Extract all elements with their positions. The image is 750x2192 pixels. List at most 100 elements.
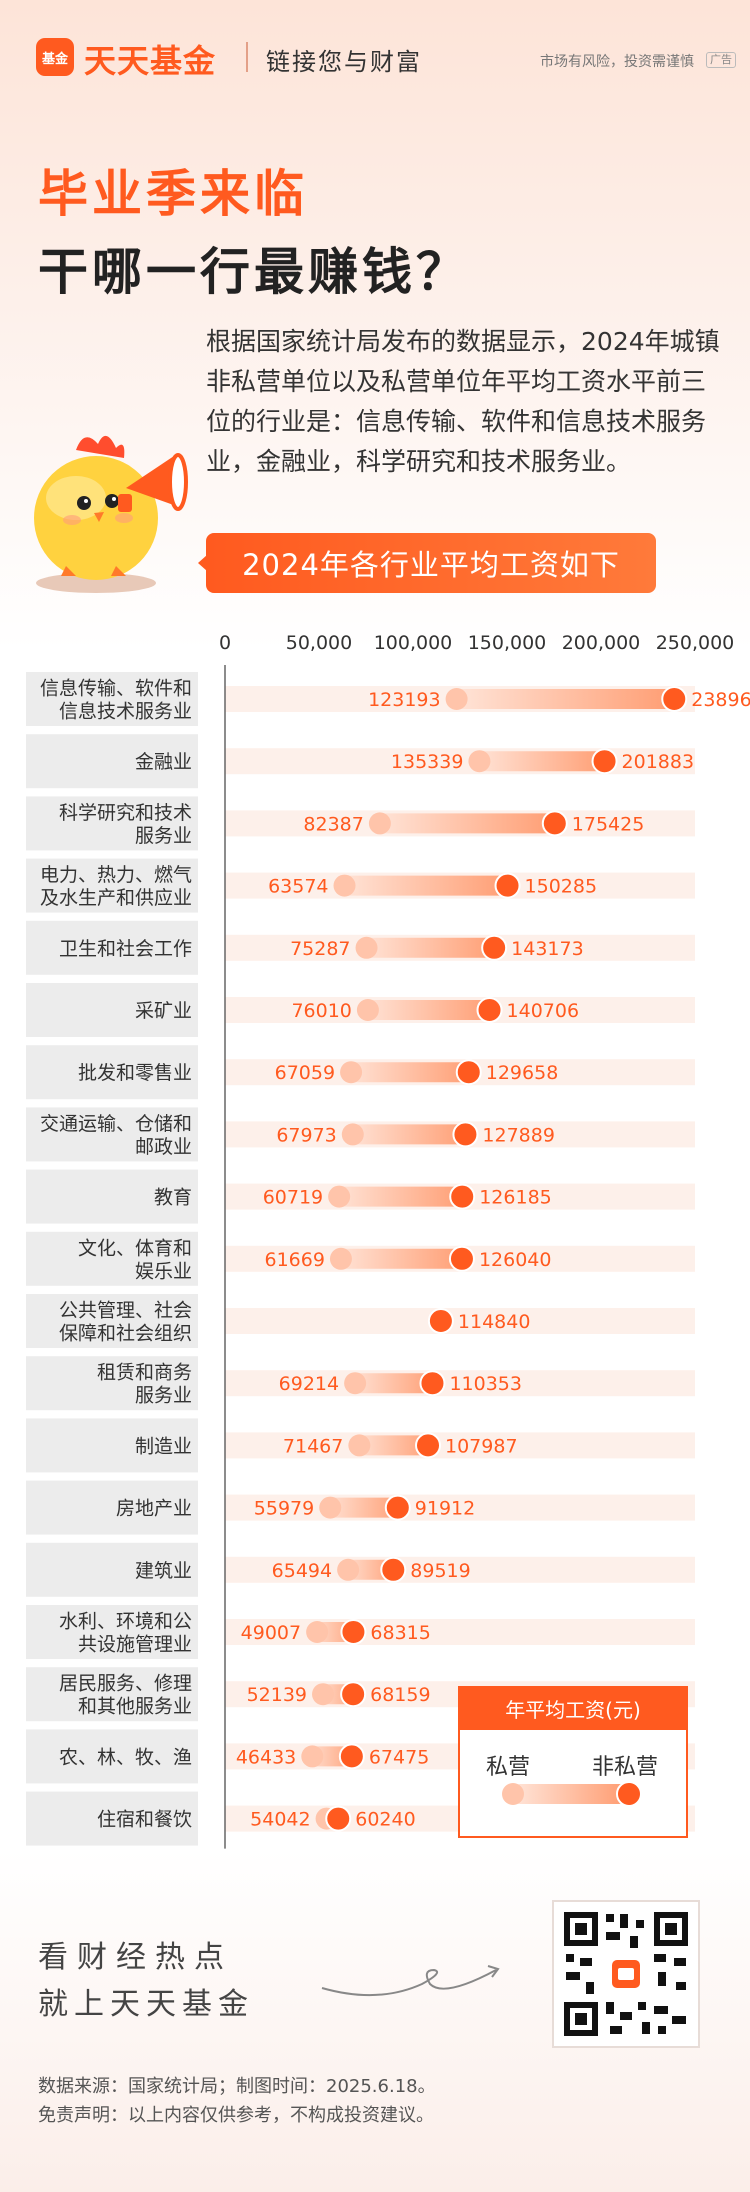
private-value-label: 67973 [276,1124,336,1146]
private-value-label: 55979 [254,1498,314,1520]
risk-note: 市场有风险，投资需谨慎 [540,54,694,70]
private-dot [306,1621,329,1643]
category-label: 共设施管理业 [78,1634,192,1656]
brand-slogan: 链接您与财富 [266,48,422,76]
category-label: 科学研究和技术 [59,802,192,824]
non-private-dot [325,1805,352,1832]
category-label: 制造业 [135,1435,192,1457]
non-private-value-label: 150285 [525,876,598,898]
non-private-dot [476,997,503,1023]
legend-title: 年平均工资(元) [458,1686,688,1730]
private-dot [340,1061,363,1084]
private-value-label: 67059 [275,1062,335,1084]
category-label-band [26,1418,198,1473]
non-private-dot [448,1245,475,1272]
private-value-label: 60719 [263,1187,323,1209]
private-dot [344,1372,367,1395]
x-tick-label: 0 [219,632,231,654]
range-segment [334,875,518,896]
non-private-value-label: 126185 [479,1187,552,1209]
non-private-dot [427,1308,454,1334]
legend-dumbbell-sample [502,1781,642,1807]
private-dot [468,750,491,773]
range-segment [329,1186,473,1207]
category-label-band [26,1294,198,1348]
category-label-band [26,1480,198,1535]
legend-private-label: 私营 [486,1755,531,1780]
non-private-value-label: 67475 [369,1746,429,1768]
non-private-value-label: 201883 [622,751,695,773]
category-label: 及水生产和供应业 [40,887,192,909]
brand-divider [246,42,248,72]
page-title-line2: 干哪一行最赚钱？ [38,243,470,301]
private-value-label: 82387 [303,813,363,835]
non-private-value-label: 60240 [355,1809,415,1831]
private-value-label: 75287 [290,938,350,960]
private-dot [341,1123,364,1146]
category-label: 保障和社会组织 [59,1323,192,1345]
data-source-note: 数据来源：国家统计局；制图时间：2025.6.18。 [38,2076,436,2097]
non-private-dot [481,934,508,961]
category-label-band [26,858,198,913]
non-private-dot [455,1059,482,1086]
private-dot [329,1247,352,1270]
category-label: 租赁和商务 [97,1362,192,1384]
non-private-dot [384,1494,411,1521]
category-label-band [26,672,198,726]
brand-name: 天天基金 [84,42,217,80]
non-private-value-label: 129658 [486,1062,559,1084]
ad-badge: 广告 [706,52,736,68]
swoosh-arrow-icon [321,1965,500,1997]
disclaimer: 免责声明：以上内容仅供参考，不构成投资建议。 [38,2105,434,2126]
category-label: 娱乐业 [135,1260,192,1282]
row-band [225,1619,695,1645]
non-private-value-label: 110353 [449,1373,522,1395]
category-label: 卫生和社会工作 [59,938,192,960]
legend-non-private-label: 非私营 [592,1755,659,1780]
category-label-band [26,1605,198,1659]
range-segment [369,813,565,834]
row-band [225,1494,695,1521]
legend-non-private-dot [616,1781,642,1807]
category-label: 教育 [154,1187,192,1209]
category-label-band [26,1169,198,1224]
range-segment [341,1062,479,1083]
non-private-dot [591,748,618,775]
qr-code[interactable] [552,1900,700,2048]
chick-mascot-icon [34,435,188,593]
chart-row: 房地产业 55979 91912 [26,1480,695,1535]
private-value-label: 69214 [279,1373,339,1395]
category-label-band [26,1045,198,1100]
category-label-band [26,1667,198,1722]
category-label: 和其他服务业 [78,1696,192,1718]
category-label: 房地产业 [116,1498,192,1520]
row-band [225,1556,695,1583]
private-dot [356,999,379,1021]
category-label-band [26,920,198,975]
x-tick-label: 50,000 [286,632,352,654]
non-private-dot [541,810,568,837]
range-segment [469,751,615,772]
x-tick-label: 100,000 [374,632,453,654]
category-label-band [26,1231,198,1286]
category-label: 邮政业 [135,1136,192,1158]
chart-banner: 2024年各行业平均工资如下 [206,533,656,593]
non-private-value-label: 114840 [458,1311,531,1333]
private-value-label: 61669 [264,1249,324,1271]
range-segment [345,1373,443,1394]
category-label: 住宿和餐饮 [97,1809,192,1831]
legend-private-dot [502,1783,524,1805]
category-label-band [26,796,198,851]
category-label: 服务业 [135,825,192,847]
chart-row: 金融业 135339 201883 [26,734,695,789]
non-private-value-label: 175425 [572,813,645,835]
category-label-band [26,1542,198,1597]
private-value-label: 123193 [368,689,441,711]
private-dot [301,1745,324,1768]
row-band [225,1308,695,1334]
intro-paragraph: 根据国家统计局发布的数据显示，2024年城镇非私营单位以及私营单位年平均工资水平… [206,327,720,476]
category-label-band [26,983,198,1037]
range-segment [330,1248,472,1269]
